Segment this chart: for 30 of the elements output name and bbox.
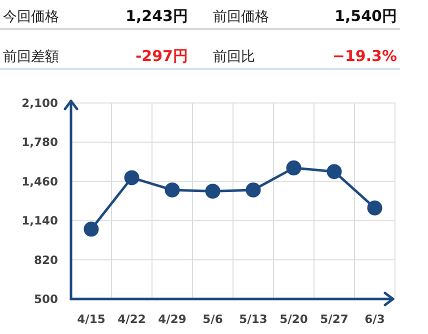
x-tick-label: 4/29 xyxy=(158,312,186,326)
text: 1,540円 xyxy=(334,7,397,25)
point xyxy=(367,200,382,216)
text: 前回価格 xyxy=(213,9,269,25)
point xyxy=(164,182,180,198)
text: −19.3% xyxy=(332,47,397,65)
point xyxy=(286,160,302,176)
point xyxy=(246,182,261,198)
text: 前回比 xyxy=(213,49,255,65)
y-tick-label: 1,460 xyxy=(22,174,58,188)
point xyxy=(84,222,99,237)
y-tick-label: 1,780 xyxy=(22,135,58,150)
y-tick-label: 820 xyxy=(34,252,58,267)
y-tick-label: 2,100 xyxy=(22,96,58,110)
point xyxy=(205,184,220,199)
text: 前回差額 xyxy=(3,49,59,65)
x-tick-label: 5/13 xyxy=(239,312,268,326)
y-tick-label: 500 xyxy=(34,292,58,306)
point xyxy=(326,164,342,180)
x-tick-label: 5/6 xyxy=(202,312,223,326)
x-tick-label: 5/20 xyxy=(280,312,308,326)
text: -297円 xyxy=(135,47,188,65)
text: 1,243円 xyxy=(126,7,188,25)
x-tick-label: 4/22 xyxy=(118,312,146,326)
point xyxy=(124,170,140,186)
y-tick-label: 1,140 xyxy=(22,214,58,228)
text: 今回価格 xyxy=(3,9,59,25)
x-tick-label: 4/15 xyxy=(77,312,106,326)
x-tick-label: 5/27 xyxy=(320,312,348,326)
x-tick-label: 6/3 xyxy=(364,312,385,326)
